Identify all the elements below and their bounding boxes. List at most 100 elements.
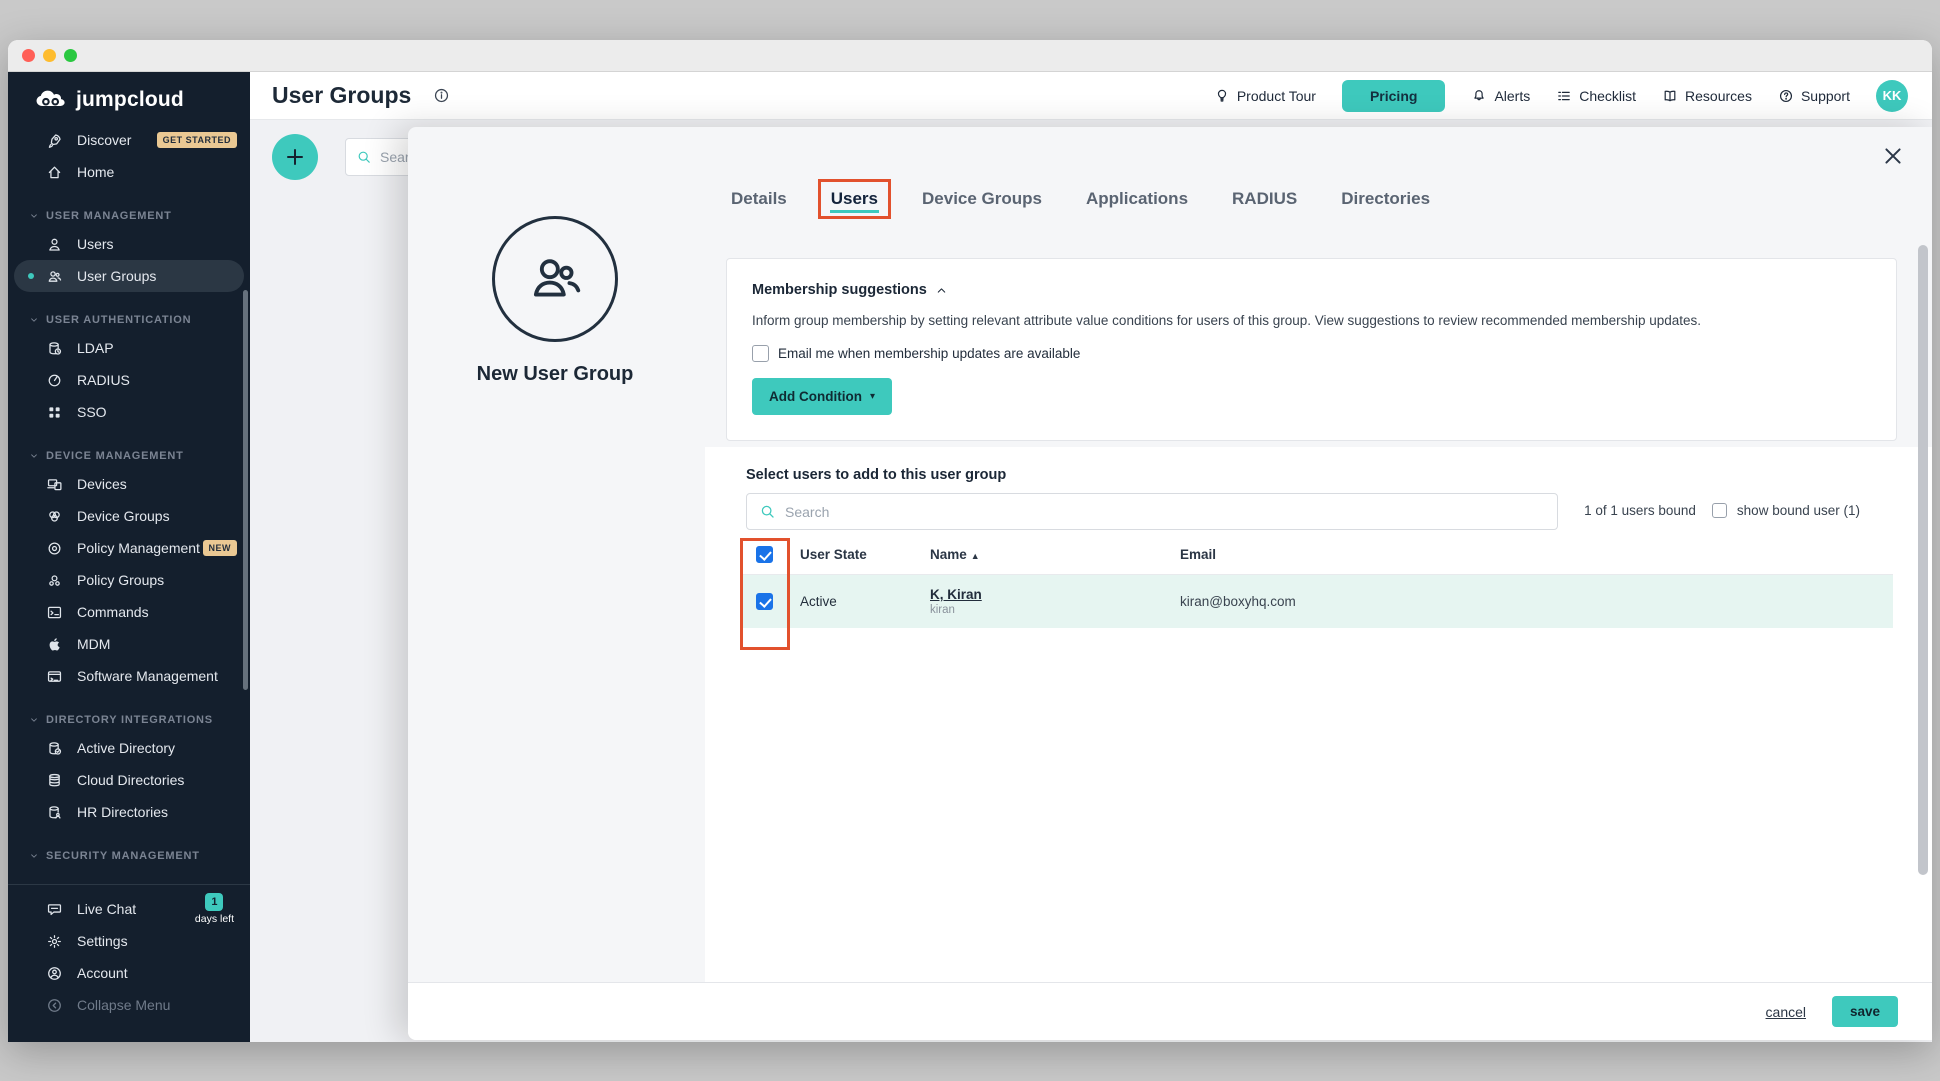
tab-details[interactable]: Details [731,189,787,208]
rocket-icon [46,132,63,149]
drawer-tabs: Details Users Device Groups Applications RAD… [718,179,1443,219]
zoom-window-button[interactable] [64,49,77,62]
sidebar-item-devices[interactable]: Devices [8,468,250,500]
row-checkbox[interactable] [756,593,773,610]
show-bound-user-checkbox[interactable] [1711,503,1727,518]
users-search-input[interactable]: Search [746,493,1558,530]
search-icon [356,149,372,165]
cancel-button[interactable]: cancel [1765,1003,1806,1020]
sidebar-item-cloud-directories[interactable]: Cloud Directories [8,764,250,796]
select-all-checkbox[interactable] [756,546,773,563]
sidebar-item-commands[interactable]: Commands [8,596,250,628]
user-avatar[interactable]: KK [1876,79,1908,112]
user-name-link[interactable]: K, Kiran [930,587,982,602]
close-window-button[interactable] [22,49,35,62]
sidebar-item-mdm[interactable]: MDM [8,628,250,660]
sidebar-item-ldap[interactable]: LDAP [8,332,250,364]
sidebar-section-toggle-device-management[interactable]: DEVICE MANAGEMENT [8,444,250,468]
header-action-support[interactable]: Support [1778,88,1850,104]
radius-icon [46,372,63,389]
sidebar-item-radius[interactable]: RADIUS [8,364,250,396]
membership-suggestions-description: Inform group membership by setting relev… [752,313,1701,328]
header-action-resources[interactable]: Resources [1662,88,1752,104]
caret-down-icon: ▾ [869,390,876,402]
sidebar-item-label: Account [77,965,128,981]
sidebar-item-label: Users [77,236,114,252]
username-subtext: kiran [930,604,955,616]
name-cell: K, Kiran kiran [930,587,1180,616]
chevron-down-icon [28,714,40,726]
table-row[interactable]: Active K, Kiran kiran kiran@boxyhq.com [742,575,1893,628]
sidebar-item-label: Policy Groups [77,572,165,588]
column-email[interactable]: Email [1180,547,1217,562]
sidebar-item-live-chat[interactable]: Live Chat 1 days left [8,893,250,925]
sidebar-section-toggle-directory-integrations[interactable]: DIRECTORY INTEGRATIONS [8,708,250,732]
sidebar-section-toggle-user-authentication[interactable]: USER AUTHENTICATION [8,308,250,332]
target-icon [46,540,63,557]
sidebar-item-label: Policy Management [77,540,200,556]
software-icon [46,668,63,685]
sidebar-item-home[interactable]: Home [8,156,250,188]
tab-users[interactable]: Users [817,179,892,219]
jumpcloud-logo[interactable]: jumpcloud [8,72,250,116]
sidebar-item-label: HR Directories [77,804,169,820]
close-icon[interactable] [1882,145,1904,167]
tab-applications[interactable]: Applications [1086,189,1189,208]
header-action-alerts[interactable]: Alerts [1471,88,1530,104]
add-user-group-button[interactable] [272,134,318,180]
save-button[interactable]: save [1832,996,1898,1027]
sidebar-item-label: Discover [77,132,132,148]
sidebar-item-active-directory[interactable]: Active Directory [8,732,250,764]
chevron-down-icon [28,850,40,862]
balloon-icon [1214,88,1230,104]
sidebar-item-user-groups[interactable]: User Groups [14,260,244,292]
sidebar-item-label: User Groups [77,268,157,284]
policy-groups-icon [46,572,63,589]
sidebar-scrollbar[interactable] [243,290,248,690]
db-clock-icon [46,340,63,357]
sidebar-item-device-groups[interactable]: Device Groups [8,500,250,532]
header-action-product-tour[interactable]: Product Tour [1214,88,1316,104]
app-window: jumpcloud Discover GET STARTED Home USER MA… [8,40,1932,1042]
pricing-button[interactable]: Pricing [1341,79,1446,112]
db-check-icon [46,740,63,757]
sidebar-item-label: MDM [77,636,111,652]
add-condition-button[interactable]: Add Condition ▾ [752,378,893,415]
drawer-footer: cancel save [408,982,1932,1040]
column-user-state[interactable]: User State [800,547,867,562]
tab-device-groups[interactable]: Device Groups [922,189,1043,208]
select-users-heading: Select users to add to this user group [746,467,1007,483]
days-left-badge: 1 [205,893,224,911]
sidebar-item-software-management[interactable]: Software Management [8,660,250,692]
sidebar-item-sso[interactable]: SSO [8,396,250,428]
column-name[interactable]: Name ▲ [930,547,980,562]
sidebar: jumpcloud Discover GET STARTED Home USER MA… [8,72,250,1042]
sidebar-item-users[interactable]: Users [8,228,250,260]
minimize-window-button[interactable] [43,49,56,62]
header-action-checklist[interactable]: Checklist [1556,88,1636,104]
user-icon [46,236,63,253]
email-updates-checkbox[interactable] [752,345,769,362]
users-icon [533,259,581,297]
sidebar-item-account[interactable]: Account [8,957,250,989]
tab-directories[interactable]: Directories [1341,189,1431,208]
sidebar-section-toggle-security-management[interactable]: SECURITY MANAGEMENT [8,844,250,868]
drawer-scrollbar[interactable] [1918,245,1928,875]
sidebar-item-settings[interactable]: Settings [8,925,250,957]
info-icon[interactable] [433,87,450,104]
sidebar-item-label: Collapse Menu [77,997,171,1013]
devices-icon [46,476,63,493]
sidebar-item-hr-directories[interactable]: HR Directories [8,796,250,828]
bound-users-controls: 1 of 1 users bound show bound user (1) [1584,503,1860,518]
chevron-down-icon [28,210,40,222]
grid-icon [46,404,63,421]
logo-text: jumpcloud [76,88,184,111]
membership-suggestions-toggle[interactable]: Membership suggestions [752,282,1871,298]
sidebar-item-label: Home [77,164,115,180]
tab-radius[interactable]: RADIUS [1232,189,1298,208]
sidebar-section-toggle-user-management[interactable]: USER MANAGEMENT [8,204,250,228]
sidebar-item-collapse-menu[interactable]: Collapse Menu [8,989,250,1021]
sidebar-item-discover[interactable]: Discover GET STARTED [8,124,250,156]
sidebar-item-policy-groups[interactable]: Policy Groups [8,564,250,596]
sidebar-item-policy-management[interactable]: Policy Management NEW [8,532,250,564]
